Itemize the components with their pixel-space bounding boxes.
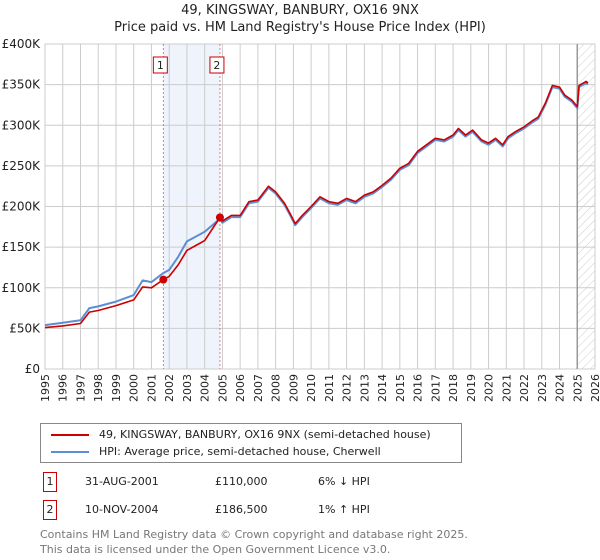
x-tick-label: 2016 — [412, 374, 425, 402]
transaction-number: 1 — [43, 472, 57, 492]
transaction-hpi-diff: 1% ↑ HPI — [318, 503, 370, 516]
x-tick-label: 2023 — [536, 374, 549, 402]
x-tick-label: 2002 — [163, 374, 176, 402]
x-tick-label: 2026 — [589, 374, 600, 402]
legend-item-property: 49, KINGSWAY, BANBURY, OX16 9NX (semi-de… — [51, 428, 431, 442]
x-tick-label: 2021 — [500, 374, 513, 402]
y-tick-label: £250K — [2, 159, 42, 173]
x-tick-label: 2007 — [252, 374, 265, 402]
x-tick-label: 2011 — [323, 374, 336, 402]
property-series-line — [44, 80, 589, 329]
legend: 49, KINGSWAY, BANBURY, OX16 9NX (semi-de… — [40, 423, 462, 463]
price-chart: 1995 1996 1997 1998 1999 2000 2001 2002 2003 2004… — [2, 37, 600, 402]
x-tick-label: 2004 — [199, 374, 212, 402]
x-tick-label: 1997 — [74, 374, 87, 402]
y-tick-label: £200K — [2, 200, 42, 214]
x-tick-label: 2025 — [571, 374, 584, 402]
footer-licence: This data is licensed under the Open Gov… — [40, 543, 391, 556]
x-tick-label: 2012 — [341, 374, 354, 402]
x-tick-label: 2015 — [394, 374, 407, 402]
x-tick-label: 2014 — [376, 374, 389, 402]
chart-title: 49, KINGSWAY, BANBURY, OX16 9NX — [181, 3, 419, 18]
y-tick-label: £350K — [2, 78, 42, 92]
x-tick-label: 2005 — [216, 374, 229, 402]
sale-label-box — [209, 56, 225, 74]
sale-label: 1 — [157, 59, 164, 72]
legend-label-hpi: HPI: Average price, semi-detached house,… — [99, 445, 381, 458]
x-tick-label: 1995 — [39, 374, 52, 402]
sale-point — [215, 213, 224, 222]
x-tick-label: 2020 — [483, 374, 496, 402]
y-tick-label: £150K — [2, 240, 42, 254]
x-tick-label: 2010 — [305, 374, 318, 402]
legend-label-property: 49, KINGSWAY, BANBURY, OX16 9NX (semi-de… — [99, 428, 431, 441]
footer-copyright: Contains HM Land Registry data © Crown c… — [40, 528, 468, 541]
x-tick-label: 1999 — [110, 374, 123, 402]
legend-item-hpi: HPI: Average price, semi-detached house,… — [51, 445, 381, 459]
x-tick-label: 2018 — [447, 374, 460, 402]
x-tick-label: 2024 — [554, 374, 567, 402]
y-tick-label: £300K — [2, 118, 42, 132]
x-tick-label: 2006 — [234, 374, 247, 402]
x-tick-label: 1996 — [57, 374, 70, 402]
transaction-price: £110,000 — [215, 475, 268, 488]
x-tick-label: 2022 — [518, 374, 531, 402]
x-tick-label: 2009 — [287, 374, 300, 402]
hpi-series-line — [44, 82, 589, 327]
transaction-number: 2 — [43, 500, 57, 520]
x-tick-label: 2001 — [145, 374, 158, 402]
sale-label-box — [152, 56, 168, 74]
x-tick-label: 2019 — [465, 374, 478, 402]
x-tick-label: 2003 — [181, 374, 194, 402]
x-tick-label: 2008 — [270, 374, 283, 402]
legend-swatch-hpi — [51, 451, 89, 453]
x-tick-label: 2017 — [429, 374, 442, 402]
transaction-hpi-diff: 6% ↓ HPI — [318, 475, 370, 488]
y-tick-label: £100K — [2, 281, 42, 295]
legend-swatch-property — [51, 434, 89, 436]
sale-point — [159, 275, 168, 284]
y-tick-label: £0 — [25, 362, 40, 376]
chart-subtitle: Price paid vs. HM Land Registry's House … — [114, 20, 486, 35]
transaction-row: 1 31-AUG-2001 £110,000 6% ↓ HPI — [40, 472, 440, 492]
x-tick-label: 2000 — [128, 374, 141, 402]
transaction-date: 10-NOV-2004 — [85, 503, 159, 516]
transaction-date: 31-AUG-2001 — [85, 475, 159, 488]
x-tick-label: 2013 — [358, 374, 371, 402]
transaction-row: 2 10-NOV-2004 £186,500 1% ↑ HPI — [40, 500, 440, 520]
sale-label: 2 — [213, 59, 220, 72]
y-tick-label: £400K — [2, 37, 42, 51]
y-tick-label: £50K — [9, 321, 41, 335]
transaction-price: £186,500 — [215, 503, 268, 516]
x-tick-label: 1998 — [92, 374, 105, 402]
